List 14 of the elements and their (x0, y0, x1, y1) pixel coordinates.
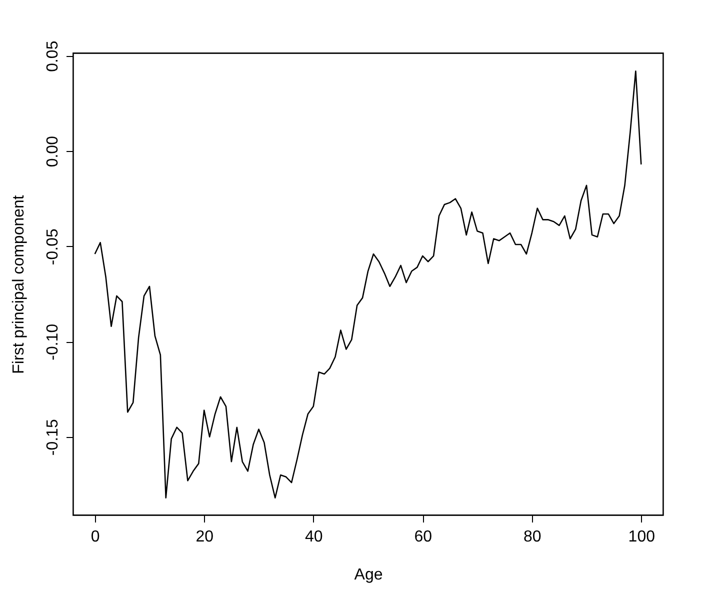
x-tick-label: 40 (304, 528, 323, 546)
x-tick-label: 0 (90, 528, 100, 546)
x-tick-label: 60 (414, 528, 432, 546)
line-series (94, 70, 642, 499)
y-tick-label: 0.00 (44, 136, 62, 168)
x-tick-label: 80 (523, 528, 542, 546)
y-axis-title: First principal component (10, 194, 28, 374)
x-tick-label: 20 (196, 528, 214, 546)
y-tick-label: 0.05 (44, 40, 62, 72)
y-tick-label: -0.05 (44, 228, 62, 266)
y-tick-label: -0.15 (44, 419, 62, 456)
x-axis-title: Age (354, 566, 383, 584)
x-tick-label: 100 (628, 528, 656, 546)
y-tick-label: -0.10 (44, 324, 62, 360)
